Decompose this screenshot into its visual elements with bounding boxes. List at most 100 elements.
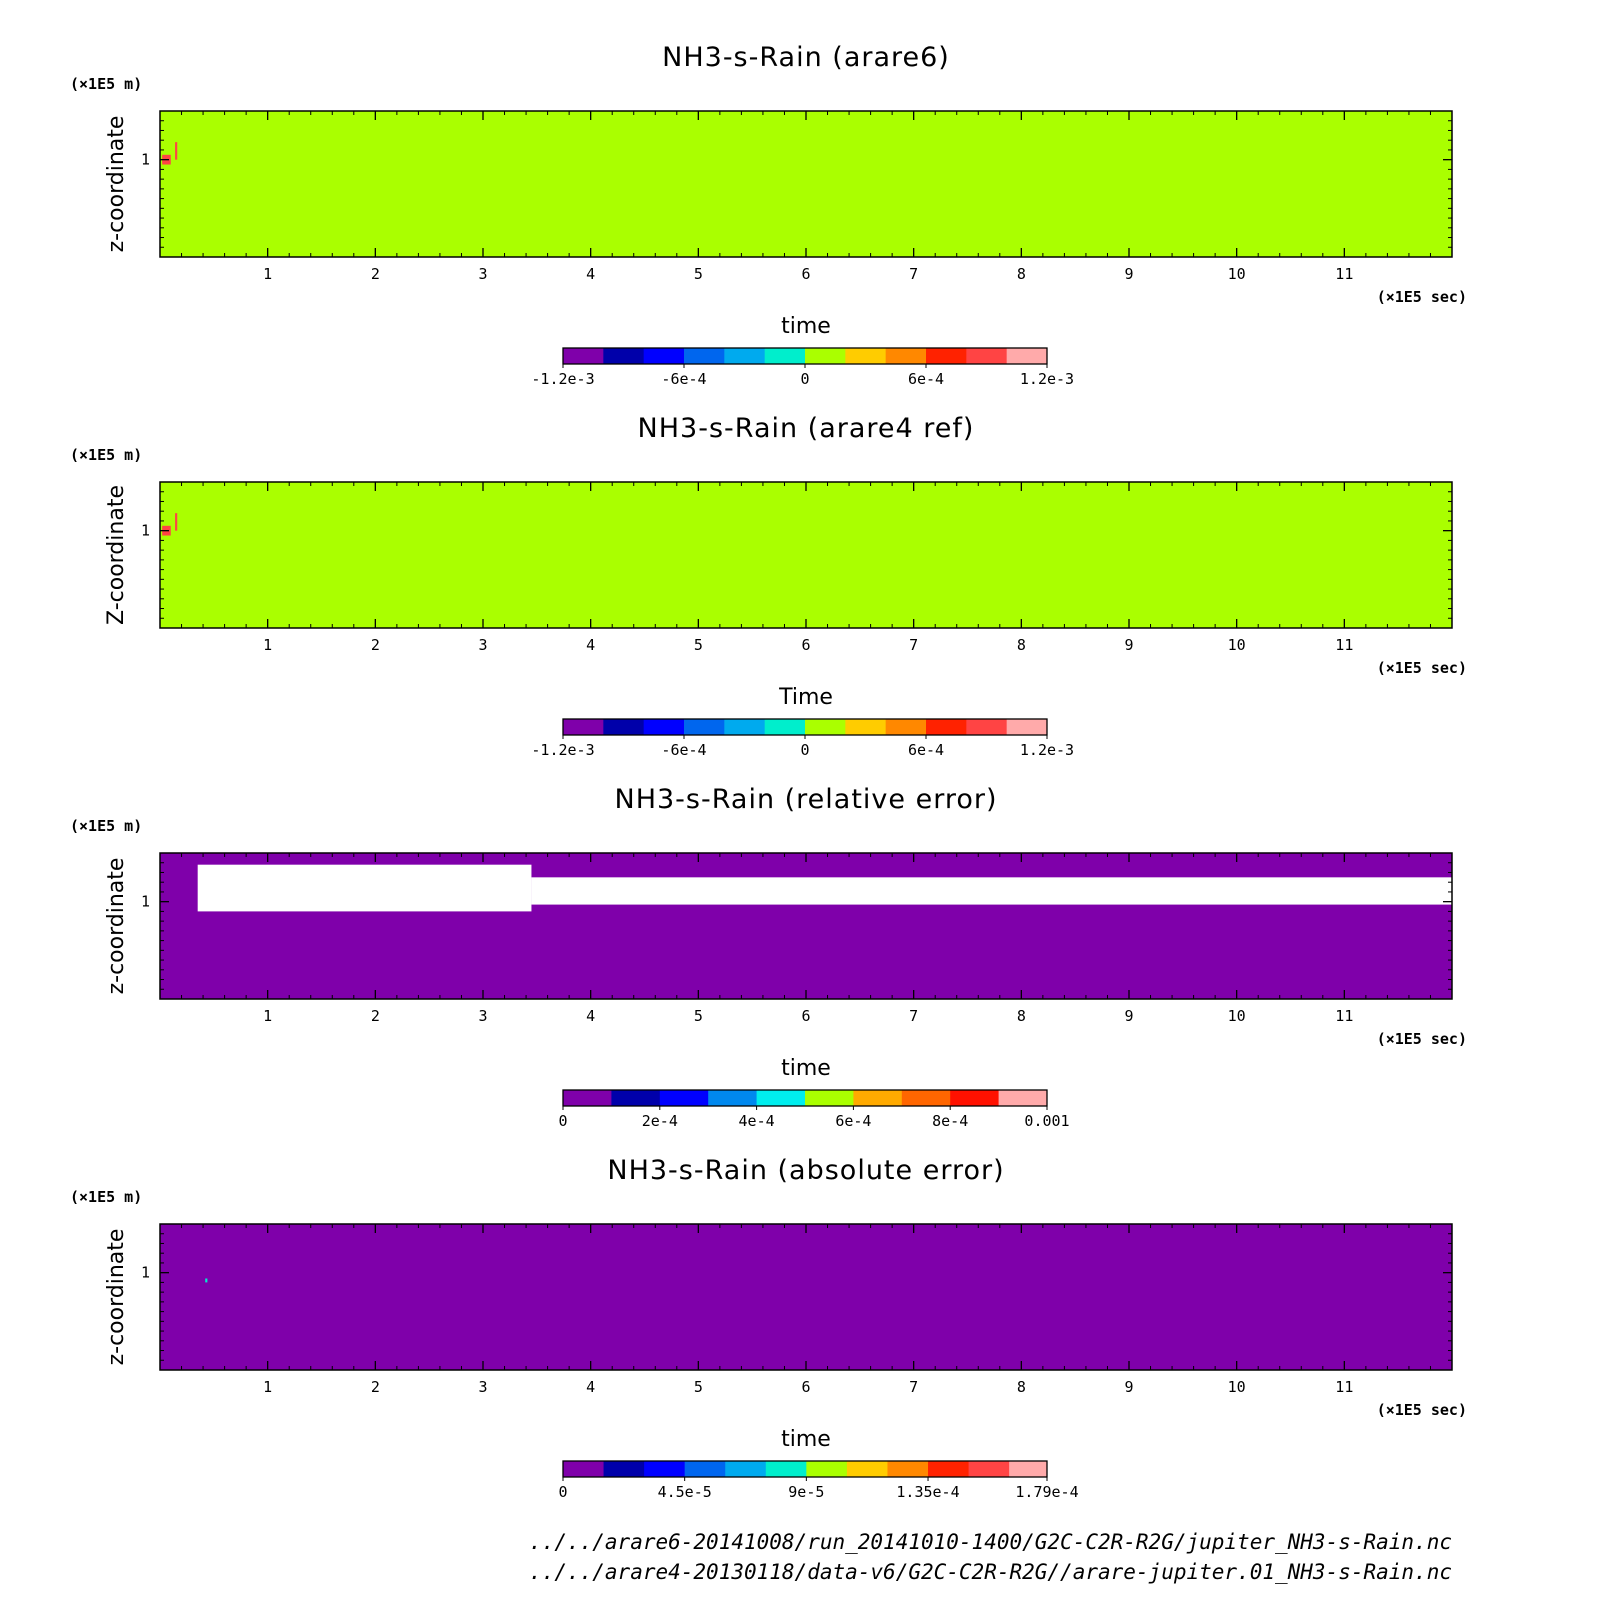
x-tick-label: 4 [586, 265, 595, 283]
x-axis-unit: (×1E5 sec) [1377, 1401, 1467, 1419]
heatmap-background [160, 482, 1452, 628]
y-tick-label: 1 [141, 151, 150, 169]
colorbar-swatch [926, 348, 967, 364]
colorbar-swatch [968, 1461, 1010, 1477]
colorbar-swatch [950, 1090, 1000, 1106]
colorbar-swatch [846, 1461, 888, 1477]
x-tick-label: 2 [371, 636, 380, 654]
colorbar-swatch [805, 719, 846, 735]
colorbar-frame [562, 1460, 1048, 1478]
x-tick-label: 11 [1335, 1378, 1353, 1396]
colorbar-tick-label: 6e-4 [908, 741, 944, 759]
x-tick-label: 3 [478, 1378, 487, 1396]
heatmap-background [160, 1224, 1452, 1370]
colorbar-tick-label: -6e-4 [661, 741, 706, 759]
colorbar: -1.2e-3 -6e-4 0 6e-4 1.2e-3 [531, 347, 1074, 388]
colorbar-swatch [659, 1090, 709, 1106]
x-tick-label: 6 [801, 265, 810, 283]
x-tick-label: 2 [371, 1378, 380, 1396]
x-tick-label: 7 [909, 636, 918, 654]
colorbar-tick-label: 1.2e-3 [1020, 741, 1074, 759]
colorbar-tick-label: 9e-5 [788, 1483, 824, 1501]
colorbar-swatch [805, 1090, 854, 1106]
x-tick-label: 6 [801, 636, 810, 654]
colorbar-swatch [853, 1090, 903, 1106]
colorbar-swatch [724, 719, 766, 735]
x-axis-label: time [781, 1056, 831, 1081]
x-tick-label: 4 [586, 1378, 595, 1396]
colorbar-swatch [928, 1461, 970, 1477]
x-tick-label: 7 [909, 1007, 918, 1025]
colorbar-swatch [1009, 1461, 1048, 1477]
x-tick-label: 4 [586, 636, 595, 654]
x-tick-label: 5 [694, 1378, 703, 1396]
colorbar-swatch [563, 348, 604, 364]
heatmap-field [160, 111, 1452, 257]
y-axis-unit: (×1E5 m) [70, 75, 142, 93]
x-tick-label: 8 [1017, 1378, 1026, 1396]
x-tick-label: 7 [909, 1378, 918, 1396]
x-tick-label: 8 [1017, 265, 1026, 283]
heatmap-undefined-region-1 [197, 864, 532, 912]
colorbar-swatch [644, 1461, 686, 1477]
chart-panel-3: NH3-s-Rain (relative error) (×1E5 m) 1 2 3 4 5… [70, 784, 1467, 1130]
x-tick-label: 4 [586, 1007, 595, 1025]
colorbar-tick-label: 6e-4 [908, 370, 944, 388]
x-axis-unit: (×1E5 sec) [1377, 288, 1467, 306]
y-axis-unit: (×1E5 m) [70, 817, 142, 835]
x-tick-label: 5 [694, 636, 703, 654]
y-axis-unit: (×1E5 m) [70, 1188, 142, 1206]
x-tick-label: 11 [1335, 1007, 1353, 1025]
x-tick-label: 10 [1228, 265, 1246, 283]
x-tick-label: 8 [1017, 1007, 1026, 1025]
colorbar-swatch [603, 1461, 645, 1477]
colorbar-swatch [885, 348, 927, 364]
colorbar-swatch [563, 719, 604, 735]
y-axis-unit: (×1E5 m) [70, 446, 142, 464]
colorbar-swatch [805, 348, 846, 364]
x-tick-label: 11 [1335, 265, 1353, 283]
colorbar-swatch [724, 348, 766, 364]
colorbar-tick-label: 0 [558, 1112, 567, 1130]
source-file-1: ../../arare6-20141008/run_20141010-1400/… [529, 1530, 1452, 1554]
x-tick-label: 10 [1228, 1007, 1246, 1025]
colorbar-frame [562, 1089, 1048, 1107]
heatmap-undefined-region-2 [531, 877, 1452, 905]
source-file-2: ../../arare4-20130118/data-v6/G2C-C2R-R2… [529, 1560, 1452, 1584]
colorbar-swatch [1006, 348, 1048, 364]
colorbar-tick-label: -6e-4 [661, 370, 706, 388]
colorbar-tick-label: 0.001 [1024, 1112, 1069, 1130]
chart-title: NH3-s-Rain (arare4 ref) [638, 413, 975, 444]
colorbar-swatch [926, 719, 967, 735]
colorbar-tick-label: 1.2e-3 [1020, 370, 1074, 388]
colorbar-swatch [765, 1461, 807, 1477]
chart-panel-4: NH3-s-Rain (absolute error) (×1E5 m) 1 2 3 4 5… [70, 1155, 1467, 1501]
heatmap-field [160, 482, 1452, 628]
x-axis-label: time [781, 1427, 831, 1452]
colorbar-tick-label: 1.35e-4 [896, 1483, 959, 1501]
heatmap-field [160, 1224, 1452, 1370]
x-tick-label: 6 [801, 1378, 810, 1396]
colorbar-swatch [1006, 719, 1048, 735]
chart-panel-2: NH3-s-Rain (arare4 ref) (×1E5 m) 1 2 3 4 5 6 7 8 9… [70, 413, 1467, 759]
y-axis-label: z-coordinate [104, 116, 129, 253]
colorbar-tick-label: 8e-4 [932, 1112, 968, 1130]
x-tick-label: 9 [1124, 265, 1133, 283]
colorbar-swatch [611, 1090, 661, 1106]
x-tick-label: 10 [1228, 1378, 1246, 1396]
x-axis-unit: (×1E5 sec) [1377, 1030, 1467, 1048]
y-axis-label: z-coordinate [104, 858, 129, 995]
x-tick-label: 3 [478, 1007, 487, 1025]
colorbar: 0 4.5e-5 9e-5 1.35e-4 1.79e-4 [558, 1460, 1079, 1501]
x-tick-label: 7 [909, 265, 918, 283]
colorbar-swatch [901, 1090, 951, 1106]
x-tick-label: 1 [263, 1378, 272, 1396]
heatmap-field [160, 853, 1452, 999]
colorbar-tick-label: -1.2e-3 [531, 741, 594, 759]
colorbar-swatch [845, 719, 887, 735]
colorbar-swatch [887, 1461, 929, 1477]
x-tick-label: 5 [694, 265, 703, 283]
x-tick-label: 2 [371, 265, 380, 283]
y-axis-label: Z-coordinate [104, 485, 129, 625]
